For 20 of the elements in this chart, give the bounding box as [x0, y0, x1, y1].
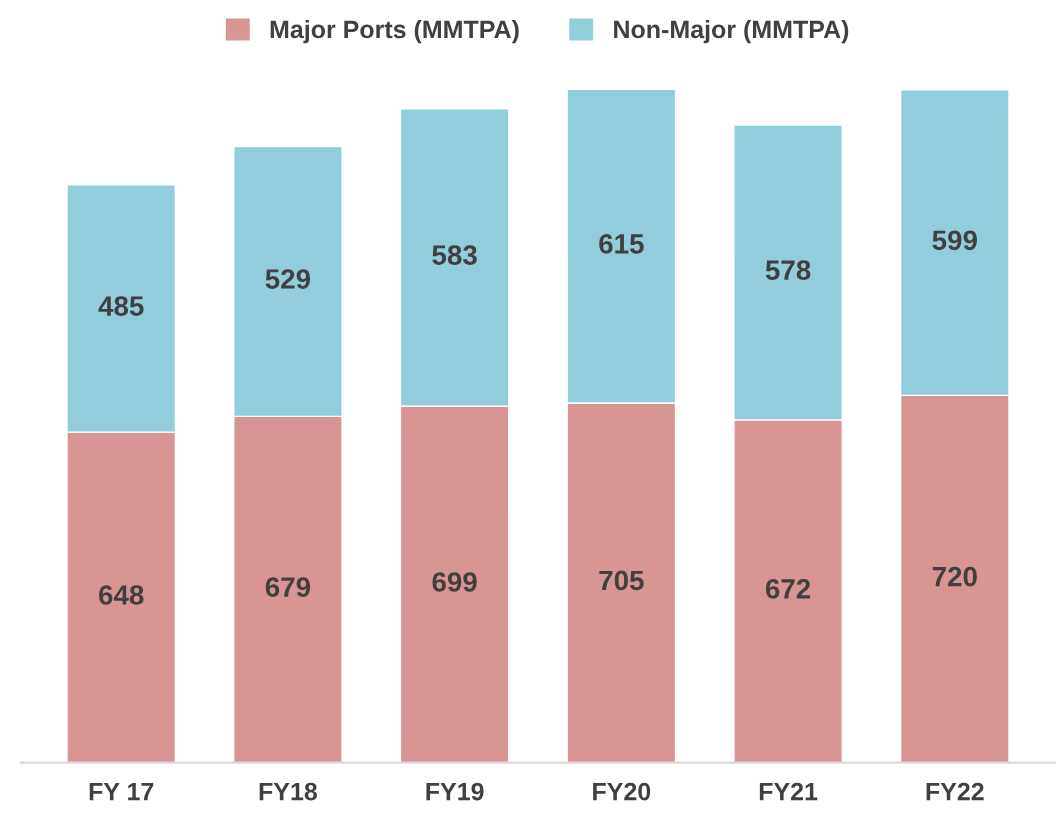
x-tick-label: FY19 — [426, 782, 484, 801]
x-tick-label: FY20 — [593, 782, 651, 801]
x-tick-label: FY 17 — [89, 782, 154, 801]
data-label: 720 — [932, 566, 977, 587]
data-label: 648 — [99, 585, 144, 605]
data-label: 485 — [98, 296, 144, 316]
data-label: 599 — [932, 230, 977, 251]
data-label: 583 — [432, 245, 477, 265]
data-label: 578 — [765, 260, 811, 280]
data-label: 679 — [265, 577, 311, 597]
data-label: 699 — [432, 572, 477, 592]
data-label: 529 — [265, 269, 311, 289]
x-tick-label: FY22 — [926, 782, 984, 801]
data-label: 615 — [599, 234, 644, 254]
legend-label: Non-Major (MMTPA) — [614, 19, 849, 44]
x-tick-label: FY21 — [759, 782, 818, 801]
data-label: 672 — [765, 579, 811, 599]
legend-label: Major Ports (MMTPA) — [270, 19, 519, 44]
data-label: 705 — [599, 570, 644, 591]
x-tick-label: FY18 — [259, 782, 318, 801]
